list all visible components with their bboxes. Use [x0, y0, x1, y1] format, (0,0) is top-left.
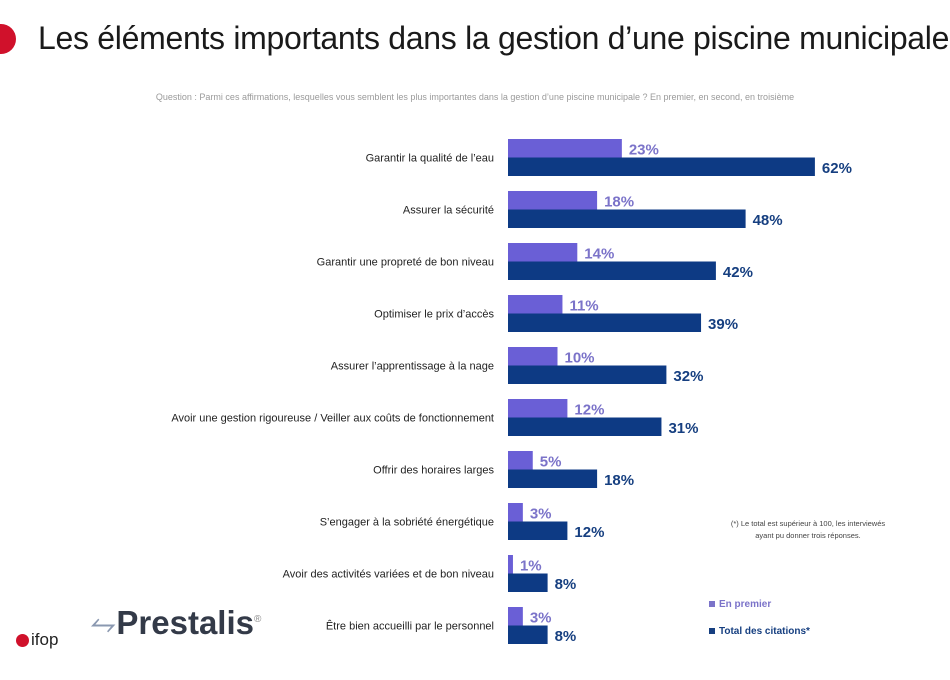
data-label: 3% — [530, 610, 552, 627]
data-label: 39% — [708, 316, 738, 333]
category-label: S’engager à la sobriété énergétique — [320, 517, 494, 529]
bar-total — [508, 261, 716, 280]
bar-en-premier — [508, 555, 513, 574]
data-label: 31% — [668, 420, 698, 437]
footnote: (*) Le total est supérieur à 100, les in… — [730, 519, 886, 540]
bar-total — [508, 417, 662, 436]
prestalis-logo: ⥊Prestalis® — [90, 604, 262, 641]
bar-total — [508, 157, 815, 176]
data-label: 8% — [555, 576, 577, 593]
data-label: 8% — [555, 628, 577, 645]
legend-label: En premier — [719, 599, 772, 610]
title-accent-dot — [0, 24, 16, 54]
category-label: Être bien accueilli par le personnel — [326, 620, 494, 633]
category-label: Assurer l’apprentissage à la nage — [331, 361, 494, 373]
data-label: 32% — [673, 368, 703, 385]
bar-en-premier — [508, 139, 622, 158]
data-label: 3% — [530, 506, 552, 523]
legend-swatch — [709, 601, 715, 608]
data-label: 12% — [574, 524, 604, 541]
data-label: 18% — [604, 194, 634, 211]
bar-en-premier — [508, 295, 563, 314]
question-text: Question : Parmi ces affirmations, lesqu… — [155, 92, 795, 102]
category-label: Assurer la sécurité — [403, 205, 494, 217]
data-label: 10% — [565, 350, 595, 367]
bar-en-premier — [508, 607, 523, 626]
data-label: 42% — [723, 264, 753, 281]
data-label: 48% — [753, 212, 783, 229]
data-label: 62% — [822, 160, 852, 177]
data-label: 18% — [604, 472, 634, 489]
bar-en-premier — [508, 191, 598, 210]
bar-total — [508, 313, 702, 332]
bar-total — [508, 365, 667, 384]
legend-item-en-premier: En premier — [709, 599, 771, 610]
legend-item-total: Total des citations* — [709, 626, 810, 637]
category-label: Avoir des activités variées et de bon ni… — [283, 569, 494, 581]
bar-en-premier — [508, 347, 558, 366]
bar-en-premier — [508, 399, 568, 418]
category-label: Garantir la qualité de l’eau — [366, 153, 494, 165]
data-label: 23% — [629, 142, 659, 159]
bar-total — [508, 469, 598, 488]
bar-total — [508, 573, 548, 592]
category-label: Optimiser le prix d’accès — [374, 309, 494, 321]
category-label: Offrir des horaires larges — [373, 465, 494, 477]
bar-en-premier — [508, 243, 578, 262]
ifop-logo: ifop — [16, 630, 58, 650]
bar-en-premier — [508, 503, 523, 522]
data-label: 5% — [540, 454, 562, 471]
bar-en-premier — [508, 451, 533, 470]
data-label: 12% — [574, 402, 604, 419]
category-label: Garantir une propreté de bon niveau — [317, 257, 494, 269]
legend-label: Total des citations* — [719, 626, 810, 637]
legend-swatch — [709, 628, 715, 635]
category-label: Avoir une gestion rigoureuse / Veiller a… — [171, 413, 494, 425]
data-label: 11% — [569, 298, 598, 315]
data-label: 14% — [584, 246, 614, 263]
bar-total — [508, 521, 568, 540]
page-title: Les éléments importants dans la gestion … — [38, 20, 950, 56]
data-label: 1% — [520, 558, 542, 575]
bar-total — [508, 625, 548, 644]
bar-total — [508, 209, 746, 228]
